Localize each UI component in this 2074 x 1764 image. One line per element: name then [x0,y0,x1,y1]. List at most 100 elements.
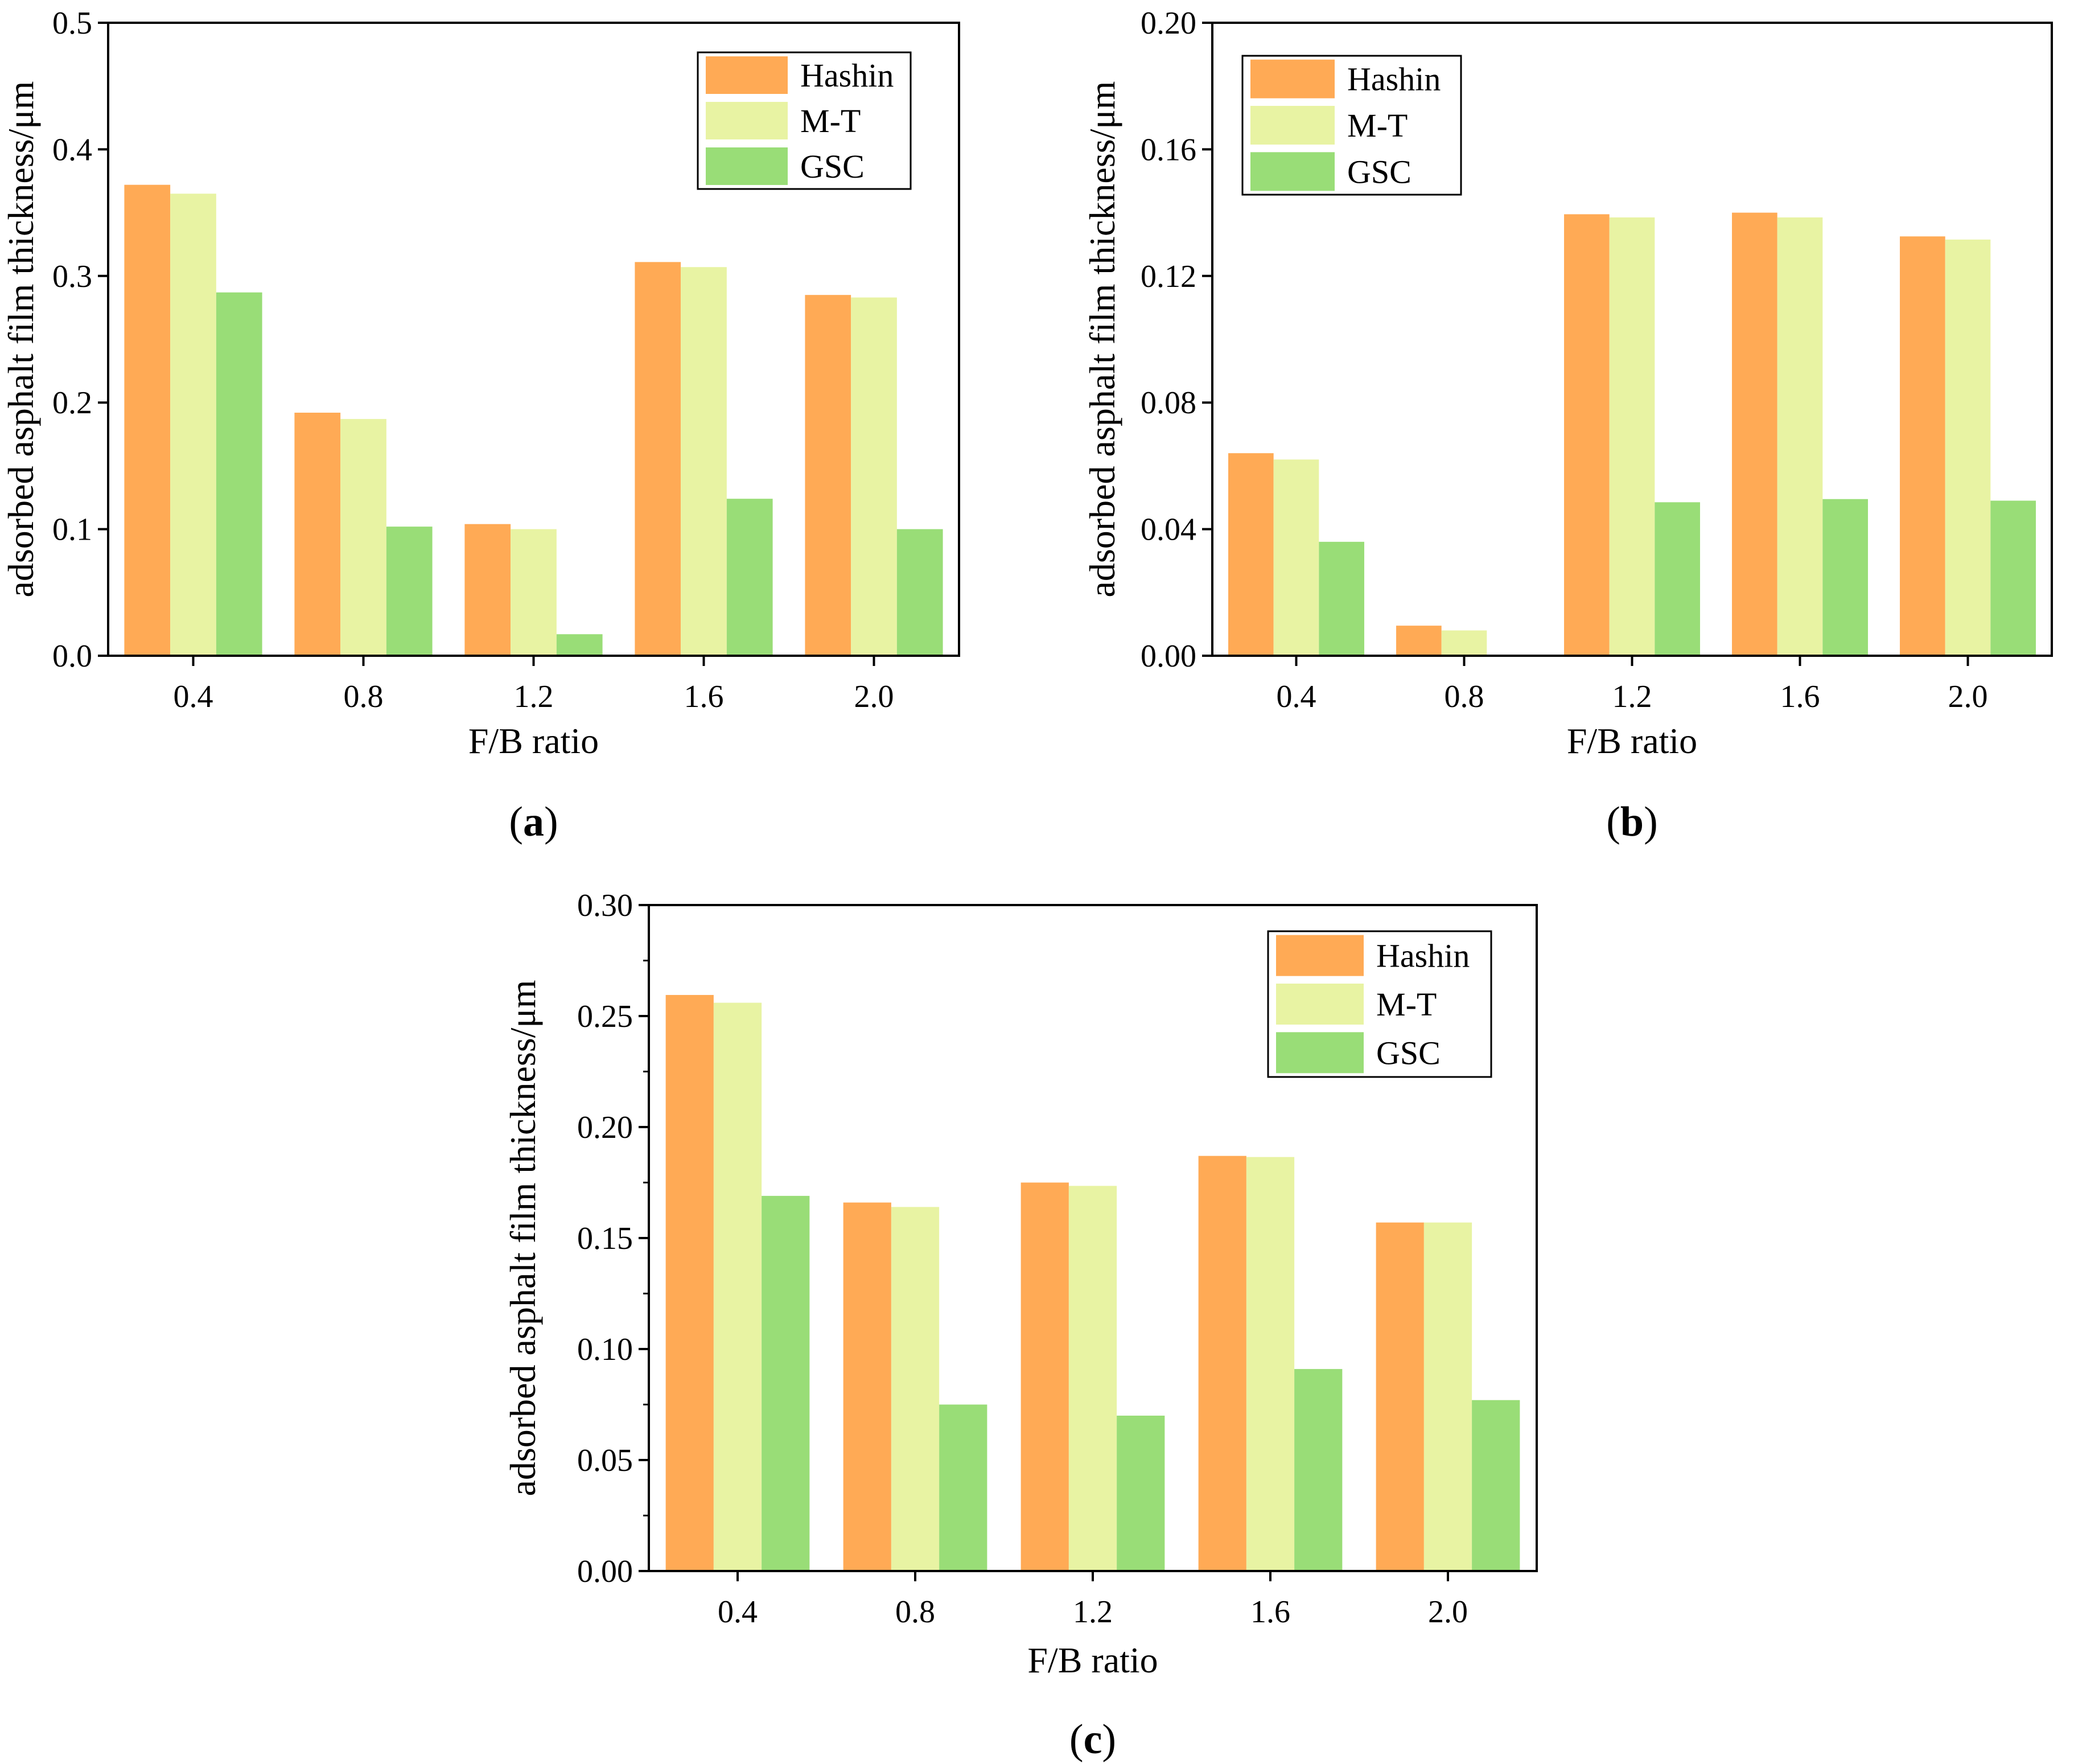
legend: Hashin M-T GSC [1241,55,1462,196]
y-tick-label: 0.25 [577,999,633,1034]
y-tick-label: 0.3 [52,259,92,294]
bar-gsc-0.4 [216,292,262,656]
y-tick-label: 0.04 [1141,512,1196,548]
bar-m-t-1.2 [1609,217,1655,656]
y-tick-label: 0.1 [52,512,92,548]
bar-gsc-1.6 [1294,1369,1343,1571]
legend-label-hashin: Hashin [800,57,894,94]
panel-label-close-paren: ) [1102,1716,1116,1763]
bar-m-t-1.6 [1777,217,1823,656]
bar-gsc-1.6 [726,499,773,656]
x-tick-label: 2.0 [1948,679,1988,714]
y-tick-label: 0.0 [52,639,92,674]
chart-panel-a: 0.0 0.1 0.2 0.3 0.4 0.5 0.4 0.8 1.2 1.6 2.0 F/B rat… [1,6,960,845]
y-tick-label: 0.00 [577,1554,633,1589]
x-axis-title: F/B ratio [1567,721,1697,761]
x-tick-label: 0.4 [1277,679,1316,714]
legend-label-hashin: Hashin [1376,937,1470,974]
bar-m-t-0.4 [170,194,216,656]
bar-hashin-0.8 [294,412,341,656]
y-axis-title: adsorbed asphalt film thickness/μm [1,81,41,597]
legend-swatch-gsc [1276,1032,1364,1074]
bar-gsc-0.8 [939,1404,987,1571]
panel-label-letter: a [523,799,544,845]
y-tick-label: 0.20 [577,1110,633,1145]
bar-hashin-2.0 [1376,1222,1424,1571]
legend-label-m-t: M-T [800,102,861,139]
bar-m-t-2.0 [851,297,897,656]
x-tick-label: 0.4 [718,1594,758,1630]
x-axis-title: F/B ratio [468,721,599,761]
y-tick-label: 0.08 [1141,385,1196,421]
bar-m-t-1.2 [511,529,557,656]
panel-label: (b) [1606,799,1657,845]
y-axis: 0.00 0.04 0.08 0.12 0.16 0.20 [1141,6,1212,674]
x-tick-label: 1.6 [1250,1594,1290,1630]
panel-label-open-paren: ( [1069,1716,1084,1763]
x-axis: 0.4 0.8 1.2 1.6 2.0 [718,1571,1468,1630]
x-axis-title: F/B ratio [1027,1640,1158,1680]
bar-hashin-1.6 [1732,212,1777,656]
bar-hashin-0.8 [1396,626,1442,656]
y-tick-label: 0.05 [577,1443,633,1478]
bar-gsc-1.2 [1655,502,1700,656]
bar-hashin-1.6 [1198,1156,1246,1571]
x-axis: 0.4 0.8 1.2 1.6 2.0 [1277,656,1988,714]
bar-hashin-0.4 [665,994,714,1571]
bar-hashin-0.4 [124,184,171,656]
y-axis-title: adsorbed asphalt film thickness/μm [503,980,543,1496]
bar-hashin-2.0 [1900,236,1945,656]
bar-m-t-0.8 [340,419,386,656]
y-tick-label: 0.16 [1141,132,1196,167]
panel-label-letter: c [1084,1716,1102,1763]
legend-swatch-hashin [1276,935,1364,976]
x-tick-label: 1.2 [1073,1594,1113,1630]
bar-m-t-0.8 [1441,630,1487,656]
panel-label-open-paren: ( [509,799,523,845]
y-tick-label: 0.5 [52,6,92,41]
bar-hashin-0.8 [843,1202,891,1571]
legend: Hashin M-T GSC [697,51,912,190]
panel-label-open-paren: ( [1606,799,1620,845]
bar-gsc-1.6 [1822,499,1868,656]
bar-gsc-0.8 [386,527,433,656]
bar-hashin-1.2 [464,524,511,656]
bar-m-t-2.0 [1423,1222,1472,1571]
x-tick-label: 2.0 [854,679,894,714]
chart-panel-b: 0.00 0.04 0.08 0.12 0.16 0.20 0.4 0.8 1.2 1.6 2.0 F… [1082,6,2053,845]
legend-swatch-gsc [1250,152,1335,191]
x-tick-label: 0.8 [1445,679,1484,714]
bar-m-t-0.4 [713,1002,762,1571]
bar-hashin-1.2 [1564,214,1610,656]
legend-label-gsc: GSC [1347,153,1412,190]
legend-label-m-t: M-T [1347,107,1408,144]
bars [124,184,943,656]
bars [665,994,1520,1571]
chart-panel-c: 0.00 0.05 0.10 0.15 0.20 0.25 0.30 0.4 0.8 1.2 1.6… [503,888,1538,1763]
legend-swatch-m-t [1276,984,1364,1025]
y-axis: 0.0 0.1 0.2 0.3 0.4 0.5 [52,6,108,674]
bar-gsc-0.4 [1319,541,1364,656]
x-tick-label: 1.6 [684,679,724,714]
panel-label: (c) [1069,1716,1116,1763]
y-tick-label: 0.30 [577,888,633,923]
y-tick-label: 0.15 [577,1221,633,1256]
panel-label-letter: b [1620,799,1644,845]
legend-swatch-m-t [1250,106,1335,145]
legend-label-gsc: GSC [800,148,865,185]
bar-gsc-0.4 [762,1195,810,1571]
legend-swatch-hashin [706,56,788,94]
bar-gsc-2.0 [1472,1400,1520,1571]
legend-label-hashin: Hashin [1347,61,1441,98]
bar-gsc-1.2 [556,634,603,656]
y-axis-title: adsorbed asphalt film thickness/μm [1082,81,1122,597]
y-tick-label: 0.10 [577,1332,633,1367]
y-tick-label: 0.20 [1141,6,1196,41]
panel-label-close-paren: ) [544,799,558,845]
bar-gsc-2.0 [1990,500,2036,656]
bar-hashin-0.4 [1228,453,1274,656]
y-tick-label: 0.00 [1141,639,1196,674]
bar-gsc-2.0 [896,529,943,656]
